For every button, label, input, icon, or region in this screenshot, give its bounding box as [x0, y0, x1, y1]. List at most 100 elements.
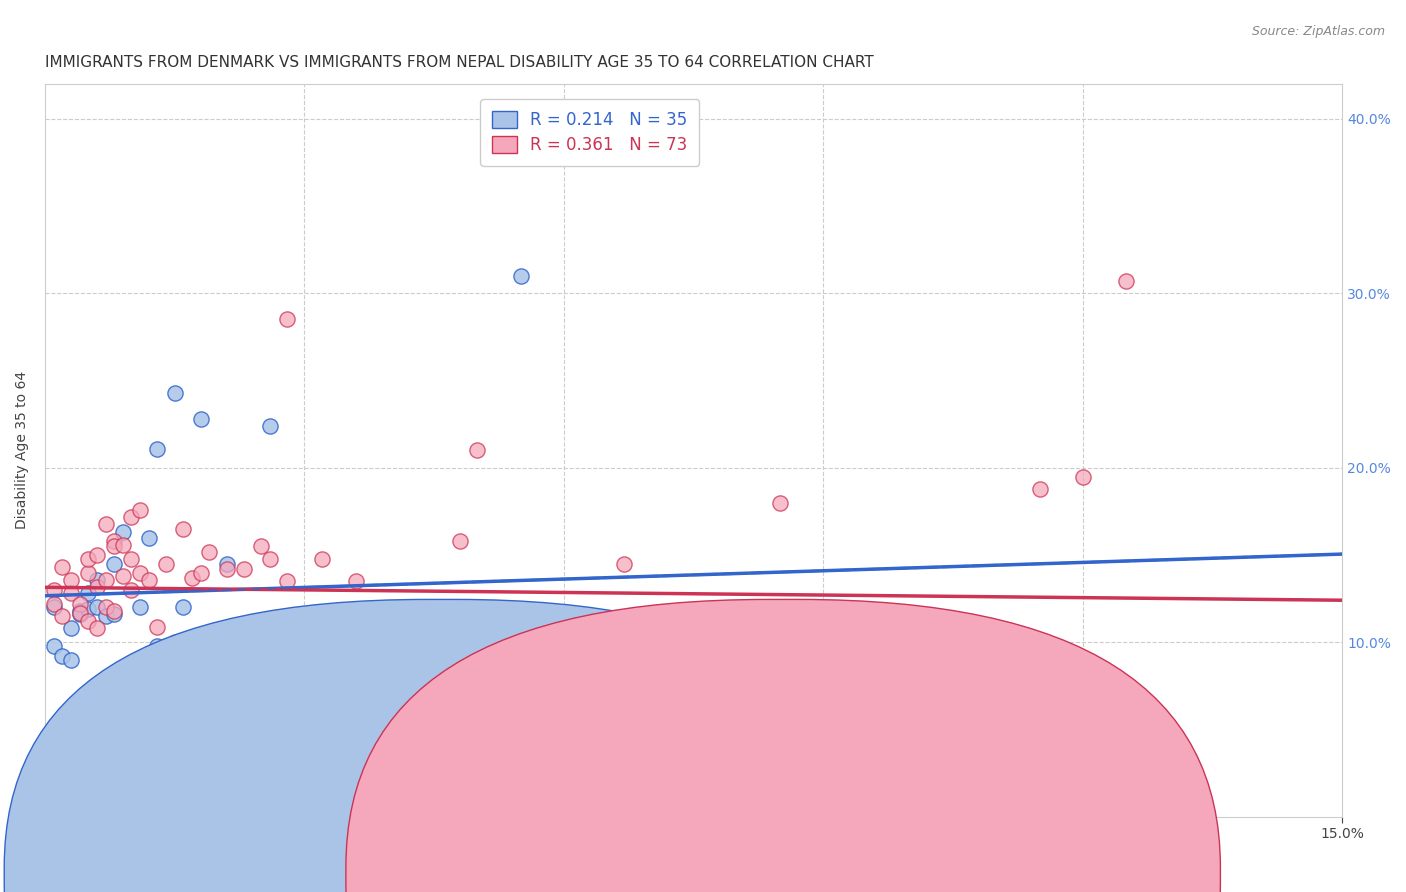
- Point: [103, 557, 125, 571]
- Point: [232, 562, 254, 576]
- Point: [190, 412, 212, 426]
- Point: [42, 639, 65, 653]
- Point: [276, 312, 298, 326]
- Point: [181, 571, 204, 585]
- Point: [813, 621, 835, 635]
- Point: [42, 582, 65, 597]
- Point: [986, 673, 1008, 688]
- Point: [311, 551, 333, 566]
- Point: [69, 607, 91, 622]
- Point: [120, 509, 142, 524]
- Point: [172, 600, 194, 615]
- Point: [77, 551, 100, 566]
- Point: [94, 609, 117, 624]
- Point: [855, 684, 877, 698]
- Point: [59, 653, 82, 667]
- Point: [86, 580, 108, 594]
- Point: [1011, 628, 1033, 642]
- Point: [259, 551, 281, 566]
- Point: [380, 653, 402, 667]
- Point: [509, 670, 531, 684]
- Point: [59, 573, 82, 587]
- Point: [111, 569, 134, 583]
- Point: [146, 620, 169, 634]
- Point: [536, 673, 558, 688]
- Point: [86, 548, 108, 562]
- Point: [561, 666, 583, 681]
- Point: [259, 418, 281, 433]
- Point: [59, 621, 82, 635]
- Point: [103, 534, 125, 549]
- Point: [146, 442, 169, 456]
- Point: [103, 607, 125, 622]
- Point: [172, 522, 194, 536]
- Point: [129, 600, 152, 615]
- Point: [319, 613, 342, 627]
- Point: [120, 675, 142, 690]
- Legend: R = 0.214   N = 35, R = 0.361   N = 73: R = 0.214 N = 35, R = 0.361 N = 73: [481, 100, 699, 166]
- Point: [86, 573, 108, 587]
- Point: [509, 268, 531, 283]
- Point: [1071, 469, 1094, 483]
- Point: [449, 534, 471, 549]
- Point: [163, 635, 186, 649]
- Point: [51, 609, 73, 624]
- Y-axis label: Disability Age 35 to 64: Disability Age 35 to 64: [15, 371, 30, 530]
- Text: IMMIGRANTS FROM DENMARK VS IMMIGRANTS FROM NEPAL DISABILITY AGE 35 TO 64 CORRELA: IMMIGRANTS FROM DENMARK VS IMMIGRANTS FR…: [45, 55, 873, 70]
- Point: [51, 649, 73, 664]
- Point: [336, 644, 359, 658]
- Point: [86, 621, 108, 635]
- Point: [588, 653, 610, 667]
- Point: [215, 562, 238, 576]
- Point: [94, 573, 117, 587]
- Point: [77, 566, 100, 580]
- Point: [882, 626, 904, 640]
- Point: [682, 648, 704, 662]
- Point: [769, 496, 792, 510]
- Point: [396, 661, 419, 675]
- Point: [120, 551, 142, 566]
- Point: [94, 600, 117, 615]
- Point: [898, 697, 921, 711]
- Point: [942, 697, 965, 711]
- Point: [129, 502, 152, 516]
- Point: [94, 516, 117, 531]
- Point: [250, 540, 273, 554]
- Point: [467, 443, 489, 458]
- Point: [725, 639, 748, 653]
- Point: [294, 653, 316, 667]
- Point: [276, 574, 298, 589]
- Point: [120, 582, 142, 597]
- Point: [146, 639, 169, 653]
- Point: [415, 621, 437, 635]
- Point: [1115, 274, 1137, 288]
- Point: [319, 644, 342, 658]
- Point: [77, 602, 100, 616]
- Point: [492, 665, 515, 679]
- Point: [129, 566, 152, 580]
- Point: [77, 586, 100, 600]
- Point: [163, 385, 186, 400]
- Point: [69, 597, 91, 611]
- Point: [215, 557, 238, 571]
- Point: [42, 600, 65, 615]
- Point: [42, 597, 65, 611]
- Point: [111, 538, 134, 552]
- Point: [86, 600, 108, 615]
- Point: [613, 557, 636, 571]
- Point: [77, 615, 100, 629]
- Text: Immigrants from Denmark: Immigrants from Denmark: [423, 861, 617, 876]
- Point: [319, 661, 342, 675]
- Point: [138, 573, 160, 587]
- Point: [344, 574, 367, 589]
- Point: [51, 560, 73, 574]
- Point: [363, 635, 385, 649]
- Point: [94, 700, 117, 714]
- Point: [120, 665, 142, 679]
- Point: [69, 606, 91, 620]
- Point: [59, 586, 82, 600]
- Point: [155, 639, 177, 653]
- Text: Immigrants from Nepal: Immigrants from Nepal: [759, 861, 928, 876]
- Point: [190, 566, 212, 580]
- Point: [640, 649, 662, 664]
